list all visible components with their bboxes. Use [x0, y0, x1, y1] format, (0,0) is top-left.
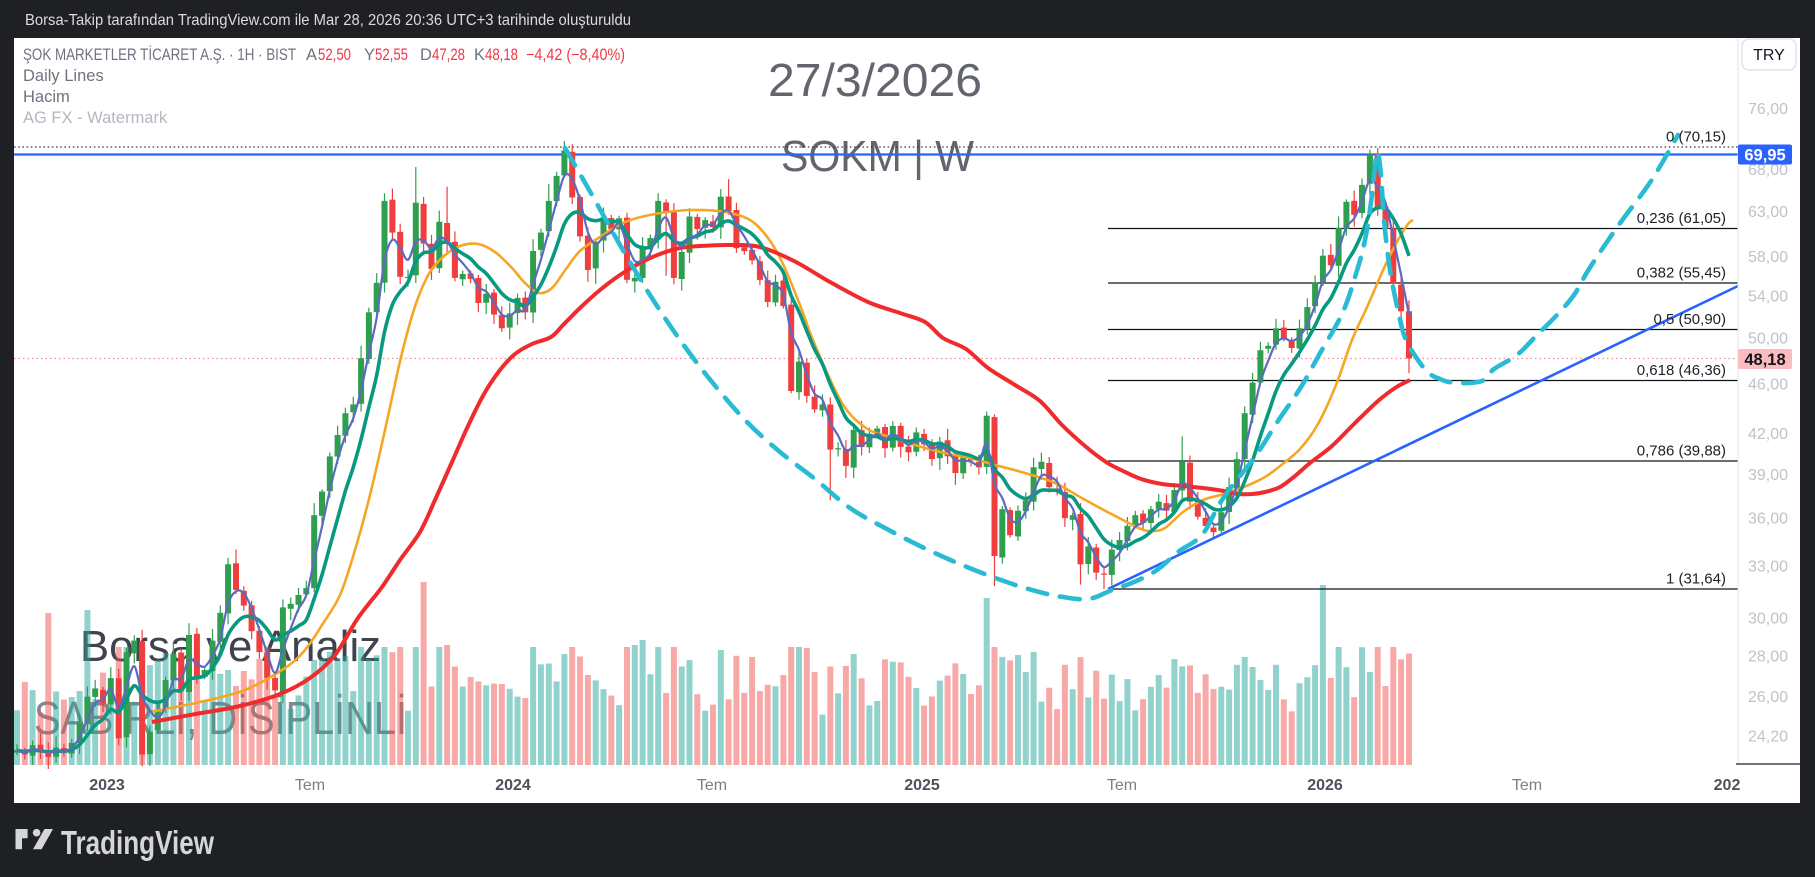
svg-text:1 (31,64): 1 (31,64)	[1666, 571, 1726, 588]
svg-text:2023: 2023	[89, 777, 125, 794]
svg-text:Tem: Tem	[1512, 777, 1542, 794]
svg-text:D: D	[420, 46, 432, 64]
svg-text:Tem: Tem	[697, 777, 727, 794]
svg-text:Y: Y	[364, 46, 375, 64]
svg-text:Borsa-Takip tarafından Trading: Borsa-Takip tarafından TradingView.com i…	[25, 12, 631, 29]
svg-text:Tem: Tem	[295, 777, 325, 794]
svg-text:0 (70,15): 0 (70,15)	[1666, 129, 1726, 146]
svg-text:27/3/2026: 27/3/2026	[768, 54, 982, 106]
svg-text:K: K	[474, 46, 485, 64]
svg-text:50,00: 50,00	[1748, 331, 1788, 348]
svg-text:2025: 2025	[904, 777, 940, 794]
svg-text:68,00: 68,00	[1748, 162, 1788, 179]
svg-text:0,236 (61,05): 0,236 (61,05)	[1637, 210, 1726, 227]
svg-text:36,00: 36,00	[1748, 511, 1788, 528]
svg-text:48,18: 48,18	[485, 46, 518, 64]
svg-text:2024: 2024	[495, 777, 531, 794]
svg-text:Tem: Tem	[1107, 777, 1137, 794]
svg-text:0,618 (46,36): 0,618 (46,36)	[1637, 362, 1726, 379]
svg-text:48,18: 48,18	[1744, 351, 1785, 369]
svg-text:47,28: 47,28	[432, 46, 465, 64]
svg-text:46,00: 46,00	[1748, 376, 1788, 393]
svg-text:39,00: 39,00	[1748, 467, 1788, 484]
svg-text:28,00: 28,00	[1748, 649, 1788, 666]
svg-text:SOKM | W: SOKM | W	[781, 132, 974, 181]
svg-text:0,786 (39,88): 0,786 (39,88)	[1637, 443, 1726, 460]
svg-text:76,00: 76,00	[1748, 101, 1788, 118]
svg-text:58,00: 58,00	[1748, 249, 1788, 266]
svg-text:24,20: 24,20	[1748, 729, 1788, 746]
svg-text:54,00: 54,00	[1748, 288, 1788, 305]
svg-text:69,95: 69,95	[1744, 147, 1785, 165]
svg-text:42,00: 42,00	[1748, 426, 1788, 443]
svg-text:ŞOK MARKETLER TİCARET A.Ş. · 1: ŞOK MARKETLER TİCARET A.Ş. · 1H · BIST	[23, 45, 296, 64]
svg-text:Hacim: Hacim	[23, 88, 70, 106]
svg-text:202: 202	[1714, 777, 1741, 794]
svg-text:33,00: 33,00	[1748, 559, 1788, 576]
svg-text:2026: 2026	[1307, 777, 1343, 794]
svg-text:0,382 (55,45): 0,382 (55,45)	[1637, 265, 1726, 282]
svg-text:TRY: TRY	[1753, 47, 1785, 64]
svg-text:Daily Lines: Daily Lines	[23, 67, 104, 85]
svg-text:TradingView: TradingView	[61, 824, 214, 861]
svg-text:52,50: 52,50	[318, 46, 351, 64]
svg-text:63,00: 63,00	[1748, 204, 1788, 221]
svg-text:52,55: 52,55	[375, 46, 408, 64]
svg-text:30,00: 30,00	[1748, 611, 1788, 628]
svg-text:0,5 (50,90): 0,5 (50,90)	[1653, 311, 1726, 328]
svg-text:AG FX - Watermark: AG FX - Watermark	[23, 109, 168, 127]
svg-text:26,00: 26,00	[1748, 689, 1788, 706]
svg-text:A: A	[306, 46, 317, 64]
svg-text:−4,42 (−8,40%): −4,42 (−8,40%)	[526, 46, 625, 64]
